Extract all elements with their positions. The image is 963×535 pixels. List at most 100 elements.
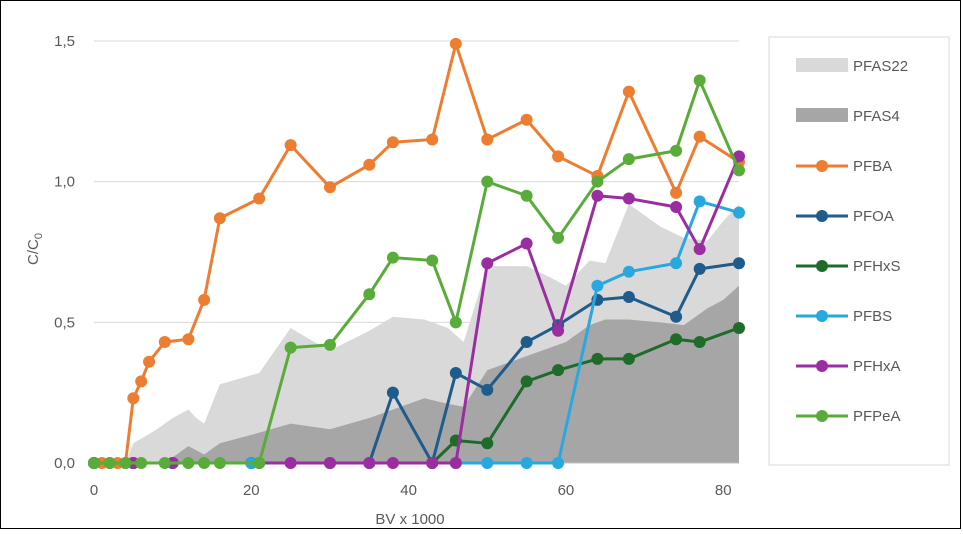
x-axis-title: BV x 1000: [375, 511, 444, 528]
point-pfhxa-8: [426, 457, 439, 469]
legend-label-pfoa: PFOA: [853, 208, 894, 225]
point-pfhxa-15: [670, 200, 683, 213]
area-pfas4: [94, 285, 739, 463]
point-pfpea-14: [449, 316, 462, 329]
legend-swatch-pfas4: [796, 108, 848, 122]
legend-label-pfas4: PFAS4: [853, 108, 900, 125]
point-pfoa-13: [670, 310, 683, 323]
point-pfpea-3: [135, 457, 148, 469]
y-axis-title: C/C0: [25, 233, 45, 265]
point-pfba-25: [693, 130, 706, 143]
point-pfhxa-14: [622, 192, 635, 205]
y-tick-label-2: 1,0: [54, 174, 75, 191]
point-pfba-24: [670, 186, 683, 199]
legend: PFAS22 PFAS4 PFBA PFOA PFHxS PFBS PFHxA PFPeA: [796, 58, 908, 425]
point-pfba-23: [622, 85, 635, 98]
point-pfba-13: [284, 139, 297, 152]
legend-item-pfas4: PFAS4: [796, 108, 900, 125]
legend-label-pfpea: PFPeA: [853, 408, 901, 425]
point-pfba-7: [143, 355, 156, 368]
point-pfba-16: [386, 136, 399, 149]
legend-swatch-pfas22: [796, 58, 848, 72]
point-pfhxs-10: [591, 352, 604, 365]
point-pfba-9: [182, 333, 195, 346]
point-pfhxs-13: [693, 336, 706, 349]
point-pfba-12: [253, 192, 266, 205]
legend-marker-pfbs: [816, 310, 828, 322]
legend-label-pfba: PFBA: [853, 158, 892, 175]
point-pfhxa-6: [363, 457, 376, 469]
point-pfba-15: [363, 158, 376, 171]
point-pfbs-6: [481, 457, 494, 469]
point-pfhxs-12: [670, 333, 683, 346]
point-pfoa-12: [622, 291, 635, 304]
point-pfpea-0: [88, 457, 100, 469]
point-pfba-5: [127, 392, 140, 405]
point-pfoa-14: [693, 262, 706, 275]
legend-marker-pfhxs: [816, 260, 828, 272]
legend-marker-pfoa: [816, 210, 828, 222]
point-pfpea-12: [386, 251, 399, 264]
point-pfpea-2: [119, 457, 132, 469]
point-pfpea-6: [198, 457, 211, 469]
point-pfhxa-12: [552, 324, 565, 337]
legend-item-pfpea: PFPeA: [796, 408, 901, 425]
point-pfhxa-13: [591, 189, 604, 202]
legend-label-pfbs: PFBS: [853, 308, 892, 325]
point-pfbs-13: [733, 206, 745, 219]
point-pfpea-4: [158, 457, 171, 469]
x-tick-label-2: 40: [400, 482, 417, 499]
point-pfpea-21: [693, 74, 706, 87]
point-pfoa-8: [481, 383, 494, 396]
x-tick-label-0: 0: [90, 482, 98, 499]
point-pfba-6: [135, 375, 148, 388]
legend-item-pfas22: PFAS22: [796, 58, 908, 75]
point-pfpea-18: [591, 175, 604, 188]
point-pfpea-13: [426, 254, 439, 267]
point-pfpea-1: [103, 457, 116, 469]
legend-item-pfba: PFBA: [796, 158, 892, 175]
legend-item-pfoa: PFOA: [796, 208, 894, 225]
point-pfhxa-11: [520, 237, 533, 250]
point-pfpea-19: [622, 153, 635, 166]
point-pfba-19: [481, 133, 494, 146]
legend-item-pfhxs: PFHxS: [796, 258, 901, 275]
point-pfpea-17: [552, 231, 565, 244]
point-pfhxs-8: [520, 375, 533, 388]
point-pfhxa-7: [386, 457, 399, 469]
point-pfhxa-10: [481, 257, 494, 270]
legend-item-pfhxa: PFHxA: [796, 358, 901, 375]
point-pfpea-8: [253, 457, 266, 469]
point-pfhxs-7: [481, 437, 494, 450]
point-pfhxa-5: [323, 457, 336, 469]
point-pfbs-7: [520, 457, 533, 469]
point-pfbs-8: [552, 457, 565, 469]
x-tick-labels: 0 20 40 60 80: [90, 482, 732, 499]
y-tick-labels: 0,0 0,5 1,0 1,5: [54, 33, 75, 472]
x-tick-label-4: 80: [715, 482, 732, 499]
point-pfpea-11: [363, 288, 376, 301]
line-series: [88, 37, 745, 469]
point-pfba-10: [198, 293, 211, 306]
point-pfpea-15: [481, 175, 494, 188]
point-pfpea-22: [733, 164, 745, 177]
point-pfpea-5: [182, 457, 195, 469]
y-tick-label-1: 0,5: [54, 314, 75, 331]
point-pfhxs-9: [552, 364, 565, 377]
point-pfhxa-16: [693, 243, 706, 256]
point-pfbs-11: [670, 257, 683, 270]
point-pfoa-9: [520, 336, 533, 349]
legend-item-pfbs: PFBS: [796, 308, 892, 325]
point-pfbs-12: [693, 195, 706, 208]
point-pfpea-20: [670, 144, 683, 157]
point-pfhxa-9: [449, 457, 462, 469]
legend-marker-pfba: [816, 160, 828, 172]
point-pfpea-16: [520, 189, 533, 202]
point-pfpea-10: [323, 338, 336, 351]
point-pfba-21: [552, 150, 565, 163]
legend-marker-pfpea: [816, 410, 828, 422]
area-series: [94, 204, 739, 463]
point-pfba-18: [449, 37, 462, 50]
point-pfoa-15: [733, 257, 745, 270]
